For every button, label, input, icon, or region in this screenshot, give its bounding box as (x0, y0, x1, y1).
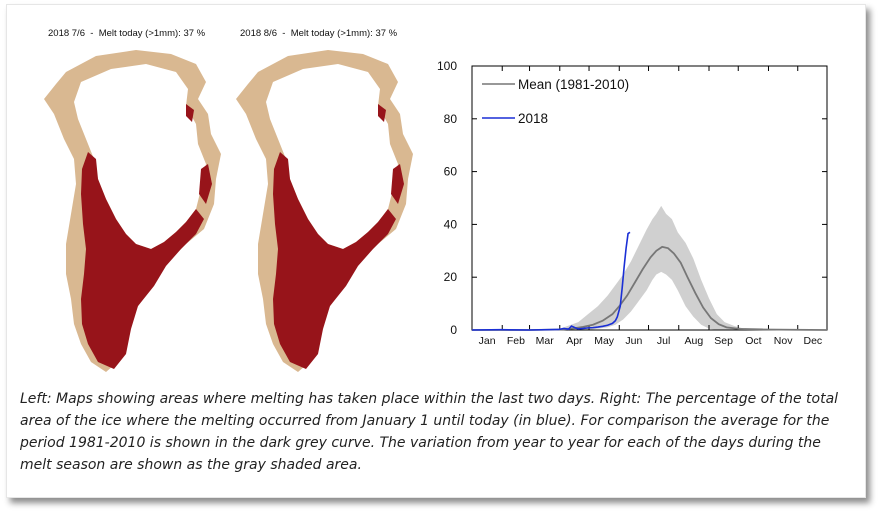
y-tick-label: 40 (444, 217, 458, 231)
map-1-melt-label: Melt today (>1mm): (98, 28, 181, 39)
month-label: Oct (745, 335, 761, 347)
melt-area (81, 152, 204, 369)
greenland-map-2 (236, 50, 413, 372)
month-label: Dec (804, 335, 823, 347)
ice-sheet-area (74, 64, 206, 249)
map-1-melt-value: 37 % (183, 28, 206, 39)
legend-label-year-2018-line: 2018 (518, 111, 548, 126)
figure-caption: Left: Maps showing areas where melting h… (20, 391, 839, 473)
map-2-date: 2018 8/6 (240, 28, 277, 39)
map-2-label: 2018 8/6 - Melt today (>1mm): 37 % (240, 28, 397, 39)
melt-area (378, 104, 386, 122)
greenland-map-1 (44, 50, 221, 372)
y-tick-label: 20 (444, 270, 458, 284)
mean-line (472, 245, 828, 331)
map-1-separator: - (90, 28, 94, 39)
y-tick-label: 80 (444, 112, 458, 126)
month-label: Mar (536, 335, 555, 347)
month-label: Feb (507, 335, 525, 347)
plot-frame (471, 65, 828, 331)
map-2-melt-value: 37 % (375, 28, 398, 39)
y-tick-label: 100 (437, 59, 457, 73)
y-tick-label: 60 (444, 165, 458, 179)
month-label: Aug (685, 335, 704, 347)
month-label: Nov (774, 335, 793, 347)
month-label: Sep (714, 335, 733, 347)
month-label: Jan (479, 335, 496, 347)
month-label: May (594, 335, 615, 347)
ice-sheet-area (266, 64, 398, 249)
map-2-separator: - (282, 28, 286, 39)
legend-label-mean-line: Mean (1981-2010) (518, 77, 629, 92)
melt-area (273, 152, 396, 369)
map-1-date: 2018 7/6 (48, 28, 85, 39)
melt-extent-chart: 0 20 40 60 80 100 Jan Feb Mar Apr May Jun Jul Aug Sep O… (437, 59, 828, 347)
year-2018-line (471, 231, 631, 331)
melt-area (391, 164, 404, 204)
month-label: Apr (566, 335, 583, 347)
melt-area (199, 164, 212, 204)
melt-area (186, 104, 194, 122)
month-label: Jun (625, 335, 642, 347)
map-1-label: 2018 7/6 - Melt today (>1mm): 37 % (48, 28, 205, 39)
map-2-melt-label: Melt today (>1mm): (290, 28, 373, 39)
month-label: Jul (657, 335, 670, 347)
y-tick-label: 0 (450, 323, 457, 337)
variability-band (563, 205, 745, 330)
